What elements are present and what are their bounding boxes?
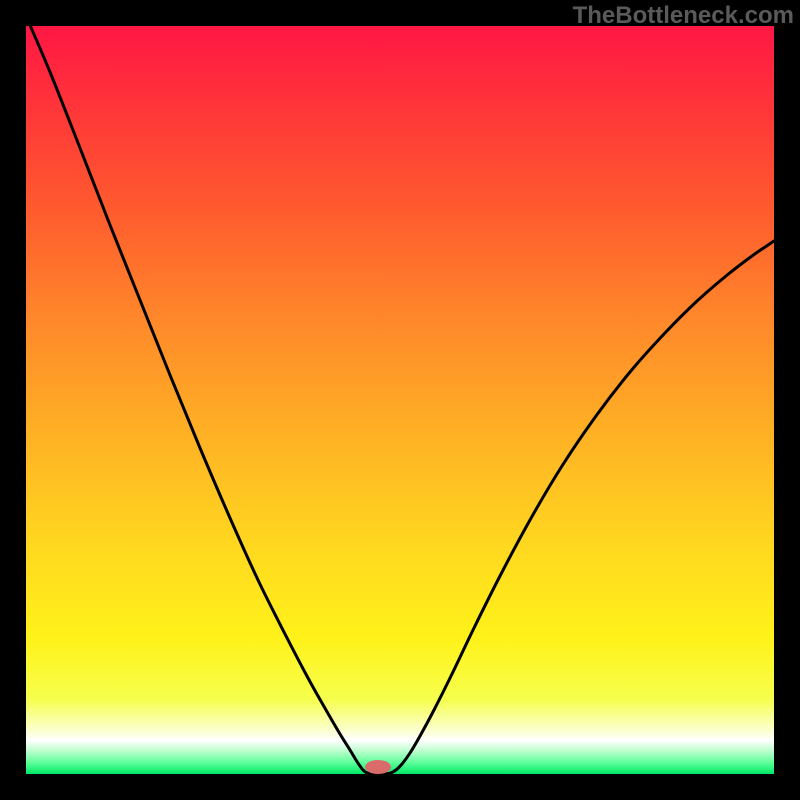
bottleneck-chart: [0, 0, 800, 800]
min-marker: [365, 760, 391, 774]
watermark-text: TheBottleneck.com: [573, 2, 794, 30]
plot-background: [26, 26, 774, 774]
chart-frame: TheBottleneck.com: [0, 0, 800, 800]
